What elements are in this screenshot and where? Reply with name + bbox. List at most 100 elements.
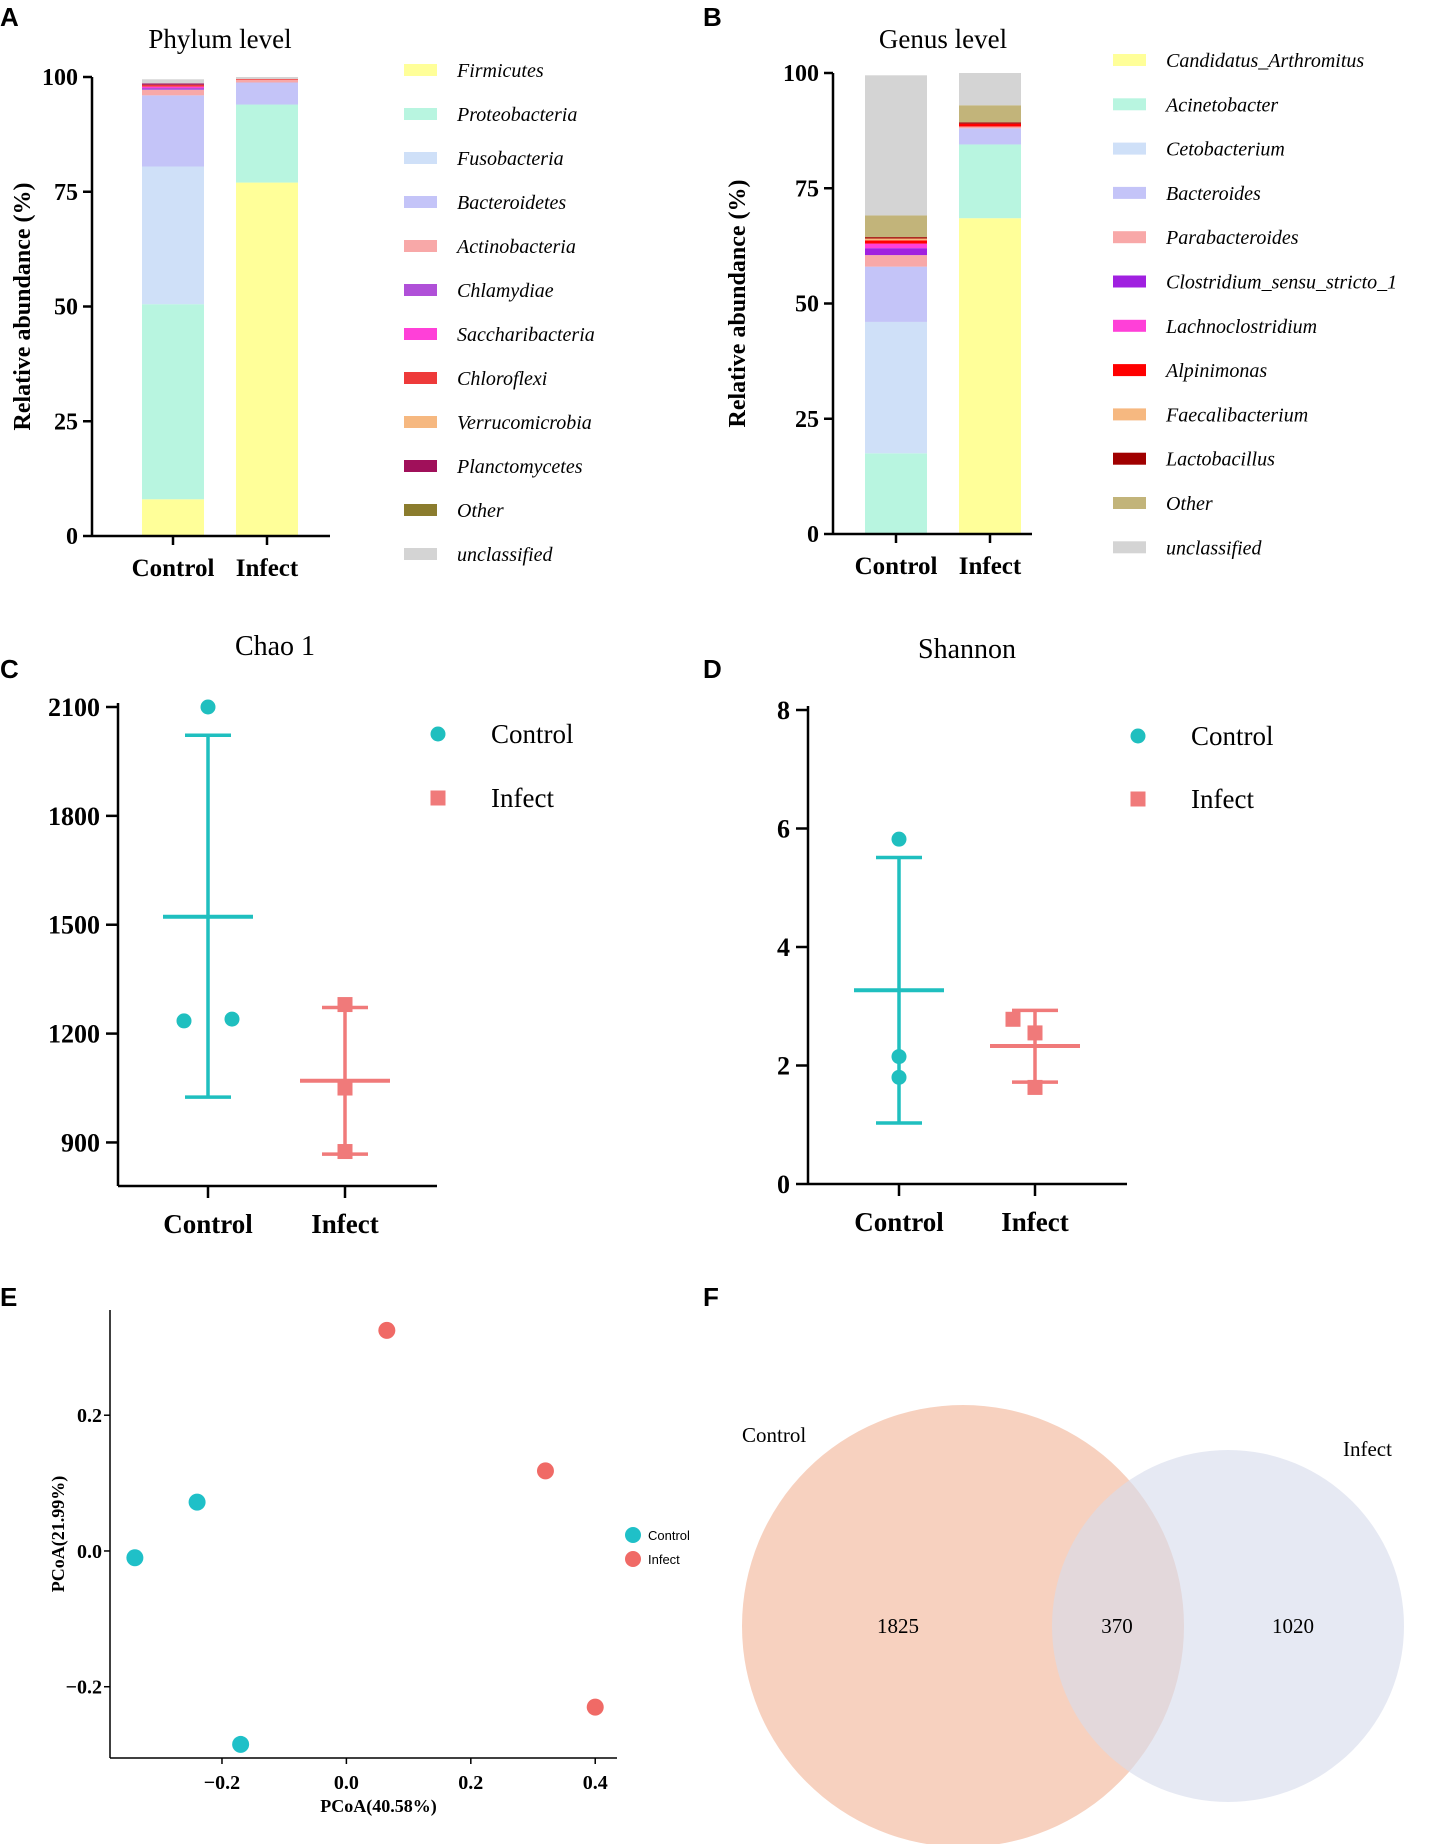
- legend-label: Clostridium_sensu_stricto_1: [1166, 272, 1397, 294]
- legend-label: Parabacteroides: [1165, 227, 1299, 249]
- legend-label: Lachnoclostridium: [1165, 316, 1317, 338]
- y-tick-label: 0: [777, 1170, 790, 1199]
- venn-count-infect-only: 1020: [1272, 1614, 1314, 1638]
- legend-label: Firmicutes: [456, 60, 544, 82]
- data-point: [232, 1735, 250, 1753]
- panel-letter-a: A: [0, 2, 19, 32]
- bar-segment: [865, 321, 927, 454]
- x-tick-label: 0.0: [334, 1772, 359, 1794]
- legend-label: Verrucomicrobia: [457, 412, 592, 434]
- legend-label: Bacteroidetes: [457, 192, 566, 214]
- y-tick-label: 1800: [48, 802, 100, 831]
- bar-segment: [865, 240, 927, 244]
- bar-segment: [865, 255, 927, 267]
- x-axis-label: PCoA(40.58%): [320, 1796, 436, 1817]
- bar-segment: [959, 218, 1021, 534]
- bar-segment: [236, 79, 298, 83]
- panel-letter-f: F: [703, 1282, 719, 1312]
- data-point: [126, 1549, 144, 1567]
- bar-plot: Control Infect 0 25 50 75 100 Relative abundanc…: [10, 65, 330, 582]
- y-tick-label: 0: [66, 524, 78, 550]
- panel-e: E −0.2 0.0 0.2 0.4 −0.2 0.0 0.2 PCoA(40.58%) PCo…: [0, 1282, 690, 1817]
- dot-plot: 900 1200 1500 1800 2100 Control Infect: [48, 693, 437, 1239]
- legend-swatch: [1113, 319, 1146, 332]
- legend-label: Other: [1166, 493, 1213, 515]
- legend-swatch: [404, 196, 437, 208]
- panel-f: F Control Infect 1825 370 1020: [703, 1282, 1404, 1844]
- data-point: [188, 1493, 206, 1511]
- venn-count-shared: 370: [1101, 1614, 1133, 1638]
- legend-swatch: [404, 284, 437, 296]
- legend-marker: [430, 726, 446, 742]
- y-tick-label: 1200: [48, 1020, 100, 1049]
- chart-legend: Control Infect: [625, 1527, 690, 1567]
- bar-segment: [865, 238, 927, 241]
- legend-label: Actinobacteria: [455, 236, 576, 258]
- legend-marker: [625, 1527, 641, 1543]
- legend-label: Bacteroides: [1166, 183, 1261, 205]
- legend-swatch: [404, 460, 437, 472]
- data-point: [176, 1013, 192, 1029]
- y-tick-label: 4: [777, 933, 790, 962]
- x-tick-label: Control: [132, 555, 215, 582]
- y-tick-label: 50: [54, 295, 78, 321]
- legend-label: Planctomycetes: [456, 456, 583, 478]
- data-point: [536, 1462, 554, 1480]
- bar-segment: [959, 122, 1021, 124]
- legend-label: Proteobacteria: [456, 104, 577, 126]
- x-tick-label: 0.2: [458, 1772, 483, 1794]
- y-tick-label: 2100: [48, 693, 100, 722]
- bar-segment: [959, 73, 1021, 106]
- panel-b: B Genus level Control Infect 0 25 50 75 100 Rel…: [703, 2, 1397, 580]
- y-axis-label: Relative abundance (%): [10, 183, 36, 431]
- y-tick-label: 0: [807, 522, 819, 548]
- chart-legend: Firmicutes Proteobacteria Fusobacteria Bact…: [404, 60, 595, 566]
- legend-marker: [1130, 791, 1146, 807]
- bar-segment: [142, 89, 204, 96]
- y-tick-label: 900: [61, 1128, 100, 1157]
- panel-letter-c: C: [0, 654, 19, 684]
- bar-segment: [236, 77, 298, 79]
- legend-label: Acinetobacter: [1164, 94, 1278, 116]
- bar-segment: [142, 304, 204, 500]
- bar-segment: [865, 75, 927, 216]
- bar-segment: [865, 243, 927, 249]
- data-point: [378, 1321, 396, 1339]
- legend-swatch: [404, 548, 437, 560]
- bar-segment: [142, 95, 204, 167]
- legend-label: unclassified: [1166, 537, 1263, 559]
- bar-segment: [236, 82, 298, 105]
- data-point: [224, 1011, 240, 1027]
- x-tick-label: Infect: [311, 1209, 378, 1239]
- x-tick-label: 0.4: [583, 1772, 608, 1794]
- legend-swatch: [404, 240, 437, 252]
- x-tick-label: Infect: [1001, 1207, 1068, 1237]
- legend-marker: [430, 790, 446, 806]
- data-point: [337, 997, 353, 1013]
- panel-letter-b: B: [703, 2, 722, 32]
- panel-a: A Phylum level Control Infect 0 25 50 75 100 Re…: [0, 2, 595, 582]
- legend-swatch: [1113, 231, 1146, 244]
- bar-segment: [865, 266, 927, 322]
- data-point: [891, 1049, 907, 1065]
- legend-marker: [1130, 728, 1146, 744]
- chart-legend: Candidatus_Arthromitus Acinetobacter Cetob…: [1113, 50, 1397, 559]
- bar-segment: [236, 182, 298, 536]
- data-point: [1027, 1025, 1043, 1041]
- bar-segment: [959, 123, 1021, 127]
- bar-segment: [236, 78, 298, 80]
- panel-letter-e: E: [0, 1282, 17, 1312]
- legend-label: Saccharibacteria: [457, 324, 595, 346]
- y-tick-label: 25: [54, 409, 78, 435]
- y-tick-label: 1500: [48, 911, 100, 940]
- bar-segment: [959, 144, 1021, 219]
- bar-segment: [142, 499, 204, 536]
- bar-segment: [959, 105, 1021, 123]
- legend-label: Chloroflexi: [457, 368, 547, 390]
- chart-title: Genus level: [879, 24, 1007, 54]
- y-tick-label: 50: [795, 292, 819, 318]
- legend-label: Fusobacteria: [456, 148, 564, 170]
- y-tick-label: 6: [777, 815, 790, 844]
- panel-letter-d: D: [703, 654, 722, 684]
